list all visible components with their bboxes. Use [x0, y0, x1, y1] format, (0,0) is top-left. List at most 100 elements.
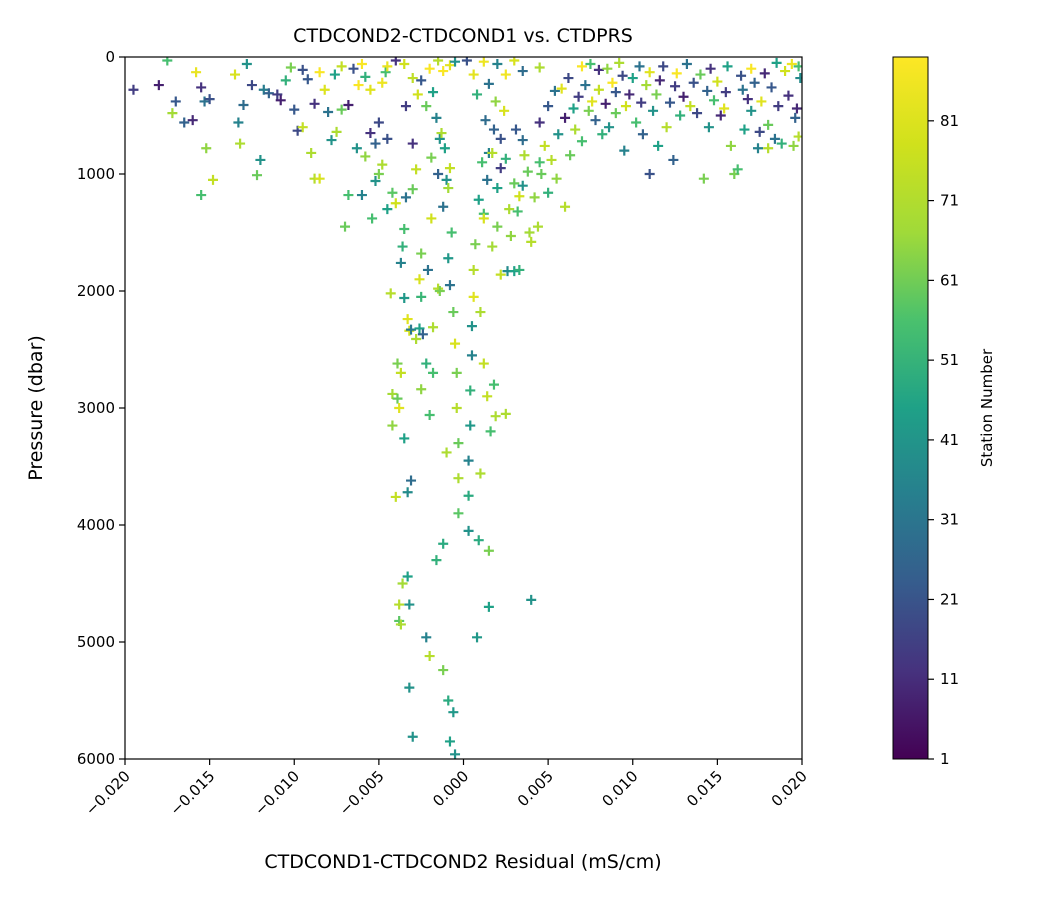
- data-point: [241, 59, 252, 70]
- data-point: [514, 264, 525, 275]
- data-point: [453, 473, 464, 484]
- x-tick-label: 0.015: [683, 767, 726, 810]
- data-point: [536, 169, 547, 179]
- data-point: [534, 62, 545, 73]
- data-point: [495, 163, 506, 174]
- data-point: [450, 57, 461, 67]
- data-point: [453, 508, 464, 519]
- data-point: [439, 143, 450, 154]
- data-point: [387, 187, 398, 198]
- colorbar: [892, 56, 929, 760]
- data-point: [196, 190, 207, 201]
- data-point: [587, 96, 598, 107]
- data-point: [641, 80, 652, 91]
- data-point: [705, 63, 716, 74]
- data-point: [411, 333, 422, 344]
- data-point: [179, 117, 190, 128]
- colorbar-label: Station Number: [978, 348, 996, 467]
- data-point: [406, 475, 417, 486]
- data-point: [477, 157, 488, 168]
- data-point: [485, 426, 496, 437]
- data-point: [719, 103, 730, 114]
- data-point: [752, 143, 763, 154]
- data-point: [480, 115, 491, 126]
- data-point: [373, 169, 384, 179]
- data-point: [272, 89, 283, 100]
- data-point: [314, 67, 325, 78]
- data-point: [664, 97, 675, 108]
- data-point: [238, 99, 249, 110]
- data-point: [490, 411, 501, 422]
- y-tick-label: 6000: [77, 750, 115, 768]
- data-point: [444, 60, 455, 71]
- data-point: [404, 325, 415, 336]
- data-point: [465, 420, 476, 431]
- data-point: [434, 286, 445, 296]
- data-point: [329, 69, 340, 80]
- data-point: [654, 75, 665, 86]
- data-point: [565, 150, 576, 161]
- data-point: [466, 321, 477, 332]
- data-point: [563, 73, 574, 84]
- data-point: [289, 104, 300, 115]
- data-point: [246, 80, 257, 91]
- data-point: [463, 490, 474, 501]
- x-tick-label: 0.000: [429, 767, 472, 810]
- data-point: [556, 83, 567, 94]
- data-point: [377, 159, 388, 170]
- y-tick-label: 0: [105, 48, 115, 66]
- data-point: [483, 545, 494, 556]
- data-point: [392, 358, 403, 369]
- data-point: [421, 632, 432, 643]
- data-point: [708, 95, 719, 106]
- data-point: [703, 122, 714, 133]
- x-tick-label: 0.005: [514, 767, 557, 810]
- data-point: [722, 61, 733, 72]
- data-point: [370, 138, 381, 149]
- data-point: [416, 248, 427, 259]
- data-point: [428, 87, 439, 98]
- data-point: [715, 110, 726, 121]
- data-point: [534, 157, 545, 168]
- data-point: [788, 140, 799, 151]
- data-point: [771, 57, 782, 68]
- data-point: [463, 455, 474, 466]
- data-point: [522, 166, 533, 177]
- data-point: [514, 191, 525, 202]
- data-point: [230, 69, 241, 80]
- data-point: [433, 169, 444, 179]
- data-point: [543, 187, 554, 198]
- data-point: [465, 385, 476, 396]
- data-point: [644, 169, 655, 179]
- data-point: [343, 99, 354, 110]
- data-point: [685, 101, 696, 112]
- colorbar-tick-label: 31: [940, 511, 959, 529]
- data-point: [275, 95, 286, 106]
- data-point: [634, 61, 645, 72]
- data-point: [495, 269, 506, 280]
- data-point: [387, 420, 398, 431]
- data-point: [524, 227, 535, 238]
- data-point: [769, 133, 780, 144]
- data-point: [475, 307, 486, 318]
- data-point: [416, 75, 427, 86]
- data-point: [302, 74, 313, 85]
- data-point: [395, 367, 406, 378]
- data-point: [553, 129, 564, 140]
- x-tick-label: −0.020: [82, 767, 134, 819]
- data-point: [438, 66, 449, 77]
- data-point: [448, 307, 459, 318]
- data-point: [766, 82, 777, 93]
- data-point: [763, 119, 774, 130]
- data-point: [373, 117, 384, 128]
- data-point: [306, 147, 317, 158]
- data-point: [670, 81, 681, 92]
- y-tick-label: 2000: [77, 282, 115, 300]
- data-point: [351, 143, 362, 154]
- data-point: [790, 112, 801, 123]
- data-point: [653, 140, 664, 151]
- data-point: [431, 112, 442, 123]
- data-point: [483, 601, 494, 612]
- data-point: [517, 135, 528, 146]
- data-point: [367, 213, 378, 224]
